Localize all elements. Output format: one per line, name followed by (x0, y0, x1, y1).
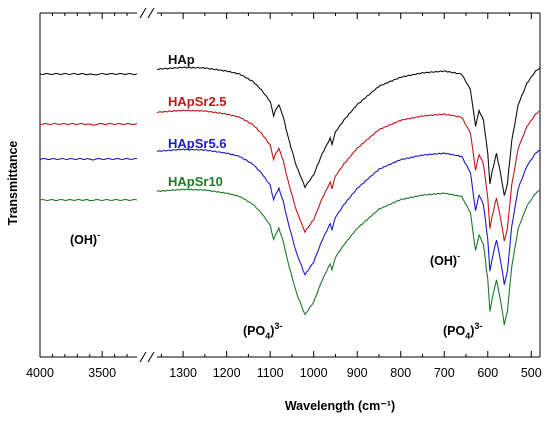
axis-break-mark (139, 7, 147, 19)
annotation-sub: 4 (265, 331, 270, 341)
axis-break-mark (139, 351, 147, 363)
series-line-left-hap (39, 72, 138, 76)
annotation-text: (OH) (430, 254, 457, 268)
series-label: HAp (168, 52, 195, 67)
x-tick-label: 1300 (169, 366, 197, 380)
x-tick-label: 700 (434, 366, 455, 380)
x-tick-label: 1200 (213, 366, 241, 380)
annotation-sub: 4 (465, 331, 470, 341)
peak-annotation: (OH)- (430, 251, 460, 268)
axis-break-gap (140, 8, 154, 18)
axis-break-gap (140, 352, 154, 362)
x-tick-label: 900 (347, 366, 368, 380)
x-tick-label: 4000 (26, 366, 54, 380)
x-tick-label: 3500 (88, 366, 116, 380)
axis-break-mark (147, 7, 155, 19)
y-axis-title: Transmittance (6, 141, 20, 226)
annotation-text: (PO (243, 324, 266, 338)
series-label: HApSr10 (168, 174, 223, 189)
peak-annotation: (OH)- (70, 230, 100, 247)
x-tick-label: 800 (390, 366, 411, 380)
annotation-text: (PO (443, 324, 466, 338)
x-axis-title: Wavelength (cm⁻¹) (285, 399, 395, 413)
series-label: HApSr5.6 (168, 136, 227, 151)
x-tick-label: 1100 (257, 366, 284, 380)
x-tick-label: 500 (521, 366, 542, 380)
series-line-left-hapsr10 (39, 198, 138, 202)
annotation-sup: 3- (274, 321, 282, 331)
series-layer (39, 66, 541, 326)
x-tick-label: 1000 (300, 366, 328, 380)
labels-layer: HApHApSr2.5HApSr5.6HApSr10(OH)-(OH)-(PO4… (70, 52, 482, 341)
series-line-right-hapsr10 (156, 188, 541, 326)
series-line-left-hapsr5-6 (39, 157, 138, 161)
annotation-sup: - (97, 230, 100, 240)
peak-annotation: (PO4)3- (243, 321, 282, 341)
axis-break-mark (147, 351, 155, 363)
x-tick-label: 600 (477, 366, 498, 380)
series-line-right-hapsr2-5 (156, 109, 541, 242)
annotation-sup: - (457, 251, 460, 261)
annotation-sup: 3- (474, 321, 482, 331)
series-line-right-hap (156, 66, 541, 196)
series-line-right-hapsr5-6 (156, 148, 541, 285)
right-panel: 1300 1200 1100 1000 900 800 700 600 500 (157, 12, 542, 380)
series-line-left-hapsr2-5 (39, 122, 138, 126)
peak-annotation: (PO4)3- (443, 321, 482, 341)
annotation-text: (OH) (70, 233, 97, 247)
left-panel: 4000 3500 (26, 7, 155, 380)
series-label: HApSr2.5 (168, 94, 227, 109)
annotation-tail: ) (270, 324, 274, 338)
annotation-tail: ) (470, 324, 474, 338)
